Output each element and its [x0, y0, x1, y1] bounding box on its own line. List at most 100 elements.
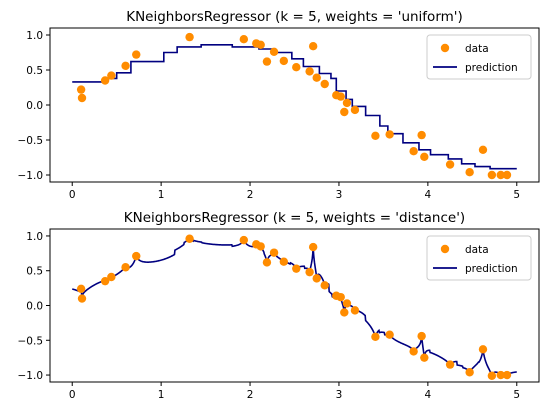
data-point	[385, 130, 394, 139]
uniform-panel: KNeighborsRegressor (k = 5, weights = 'u…	[18, 9, 540, 201]
data-point	[371, 131, 380, 140]
data-point	[107, 71, 116, 80]
legend: data prediction	[426, 235, 532, 281]
data-point	[132, 50, 141, 59]
legend: data prediction	[426, 34, 532, 80]
data-point	[269, 47, 279, 56]
data-point	[305, 267, 314, 277]
data-point	[340, 308, 349, 317]
data-point	[478, 345, 488, 354]
data-point	[340, 107, 349, 117]
data-point	[76, 284, 86, 294]
legend-data-marker	[440, 43, 450, 53]
y-tick-label: −0.5	[18, 135, 44, 147]
data-point	[100, 76, 110, 85]
data-point	[320, 281, 329, 290]
data-point	[342, 98, 352, 108]
data-point	[312, 274, 321, 283]
x-tick-label: 0	[69, 189, 76, 201]
legend-label-data: data	[465, 244, 489, 256]
data-point	[121, 263, 130, 272]
data-point	[77, 294, 87, 303]
data-point	[342, 299, 352, 308]
legend-label-prediction: prediction	[465, 263, 518, 275]
data-point	[76, 85, 86, 94]
data-point	[132, 251, 141, 261]
data-point	[262, 57, 272, 66]
data-point	[465, 168, 474, 177]
legend-frame	[426, 235, 532, 281]
data-point	[336, 292, 345, 302]
data-point	[502, 170, 512, 180]
data-point	[478, 145, 488, 154]
data-point	[409, 347, 418, 356]
data-point	[487, 371, 497, 380]
data-point	[239, 35, 249, 44]
data-point	[77, 93, 87, 103]
data-point	[445, 360, 455, 369]
data-point	[496, 170, 505, 180]
prediction-line	[72, 43, 517, 170]
chart-title: KNeighborsRegressor (k = 5, weights = 'd…	[124, 210, 465, 226]
data-point	[100, 276, 110, 286]
data-point	[320, 79, 329, 89]
x-tick-label: 3	[336, 189, 343, 201]
data-point	[336, 92, 345, 101]
x-tick-label: 3	[336, 389, 343, 401]
x-tick-label: 5	[513, 189, 520, 201]
data-point	[256, 40, 265, 49]
data-point	[465, 368, 474, 377]
data-point	[292, 264, 301, 273]
data-point	[279, 56, 289, 66]
data-point	[239, 235, 249, 245]
x-tick-label: 2	[247, 389, 254, 401]
data-point	[350, 306, 360, 315]
data-point	[502, 370, 512, 380]
data-point	[308, 242, 318, 252]
y-tick-label: 0.0	[26, 301, 43, 313]
y-tick-label: 0.0	[26, 100, 43, 112]
distance-panel: KNeighborsRegressor (k = 5, weights = 'd…	[18, 210, 540, 401]
legend-frame	[426, 34, 532, 80]
x-tick-label: 4	[425, 389, 432, 401]
x-tick-label: 0	[69, 389, 76, 401]
y-tick-label: 1.0	[26, 231, 43, 243]
legend-data-marker	[440, 244, 450, 254]
data-point	[420, 152, 429, 161]
y-tick-label: −0.5	[18, 335, 44, 347]
data-point	[417, 331, 426, 341]
x-tick-label: 1	[158, 389, 165, 401]
data-point	[371, 332, 380, 341]
data-point	[185, 234, 194, 243]
x-tick-label: 2	[247, 189, 254, 201]
data-point	[292, 62, 301, 72]
data-point	[417, 130, 426, 140]
x-tick-label: 1	[158, 189, 165, 201]
data-point	[308, 42, 318, 51]
data-point	[312, 73, 321, 82]
data-point	[385, 330, 394, 339]
data-point	[445, 160, 455, 169]
x-tick-label: 5	[513, 389, 520, 401]
y-tick-label: 1.0	[26, 30, 43, 42]
y-tick-label: −1.0	[18, 370, 44, 382]
data-point	[256, 242, 265, 251]
data-point	[121, 61, 130, 70]
x-tick-label: 4	[425, 189, 432, 201]
data-point	[420, 353, 429, 362]
data-point	[107, 272, 116, 282]
data-point	[496, 370, 505, 380]
data-point	[279, 257, 289, 266]
y-tick-label: 0.5	[26, 65, 43, 77]
data-point	[305, 67, 314, 76]
y-tick-label: 0.5	[26, 266, 43, 278]
data-point	[487, 170, 497, 180]
data-point	[262, 258, 272, 267]
data-point	[269, 248, 279, 257]
legend-label-prediction: prediction	[465, 62, 518, 74]
data-point	[185, 32, 194, 42]
y-tick-label: −1.0	[18, 170, 44, 182]
data-point	[350, 105, 360, 115]
data-point	[409, 147, 418, 156]
